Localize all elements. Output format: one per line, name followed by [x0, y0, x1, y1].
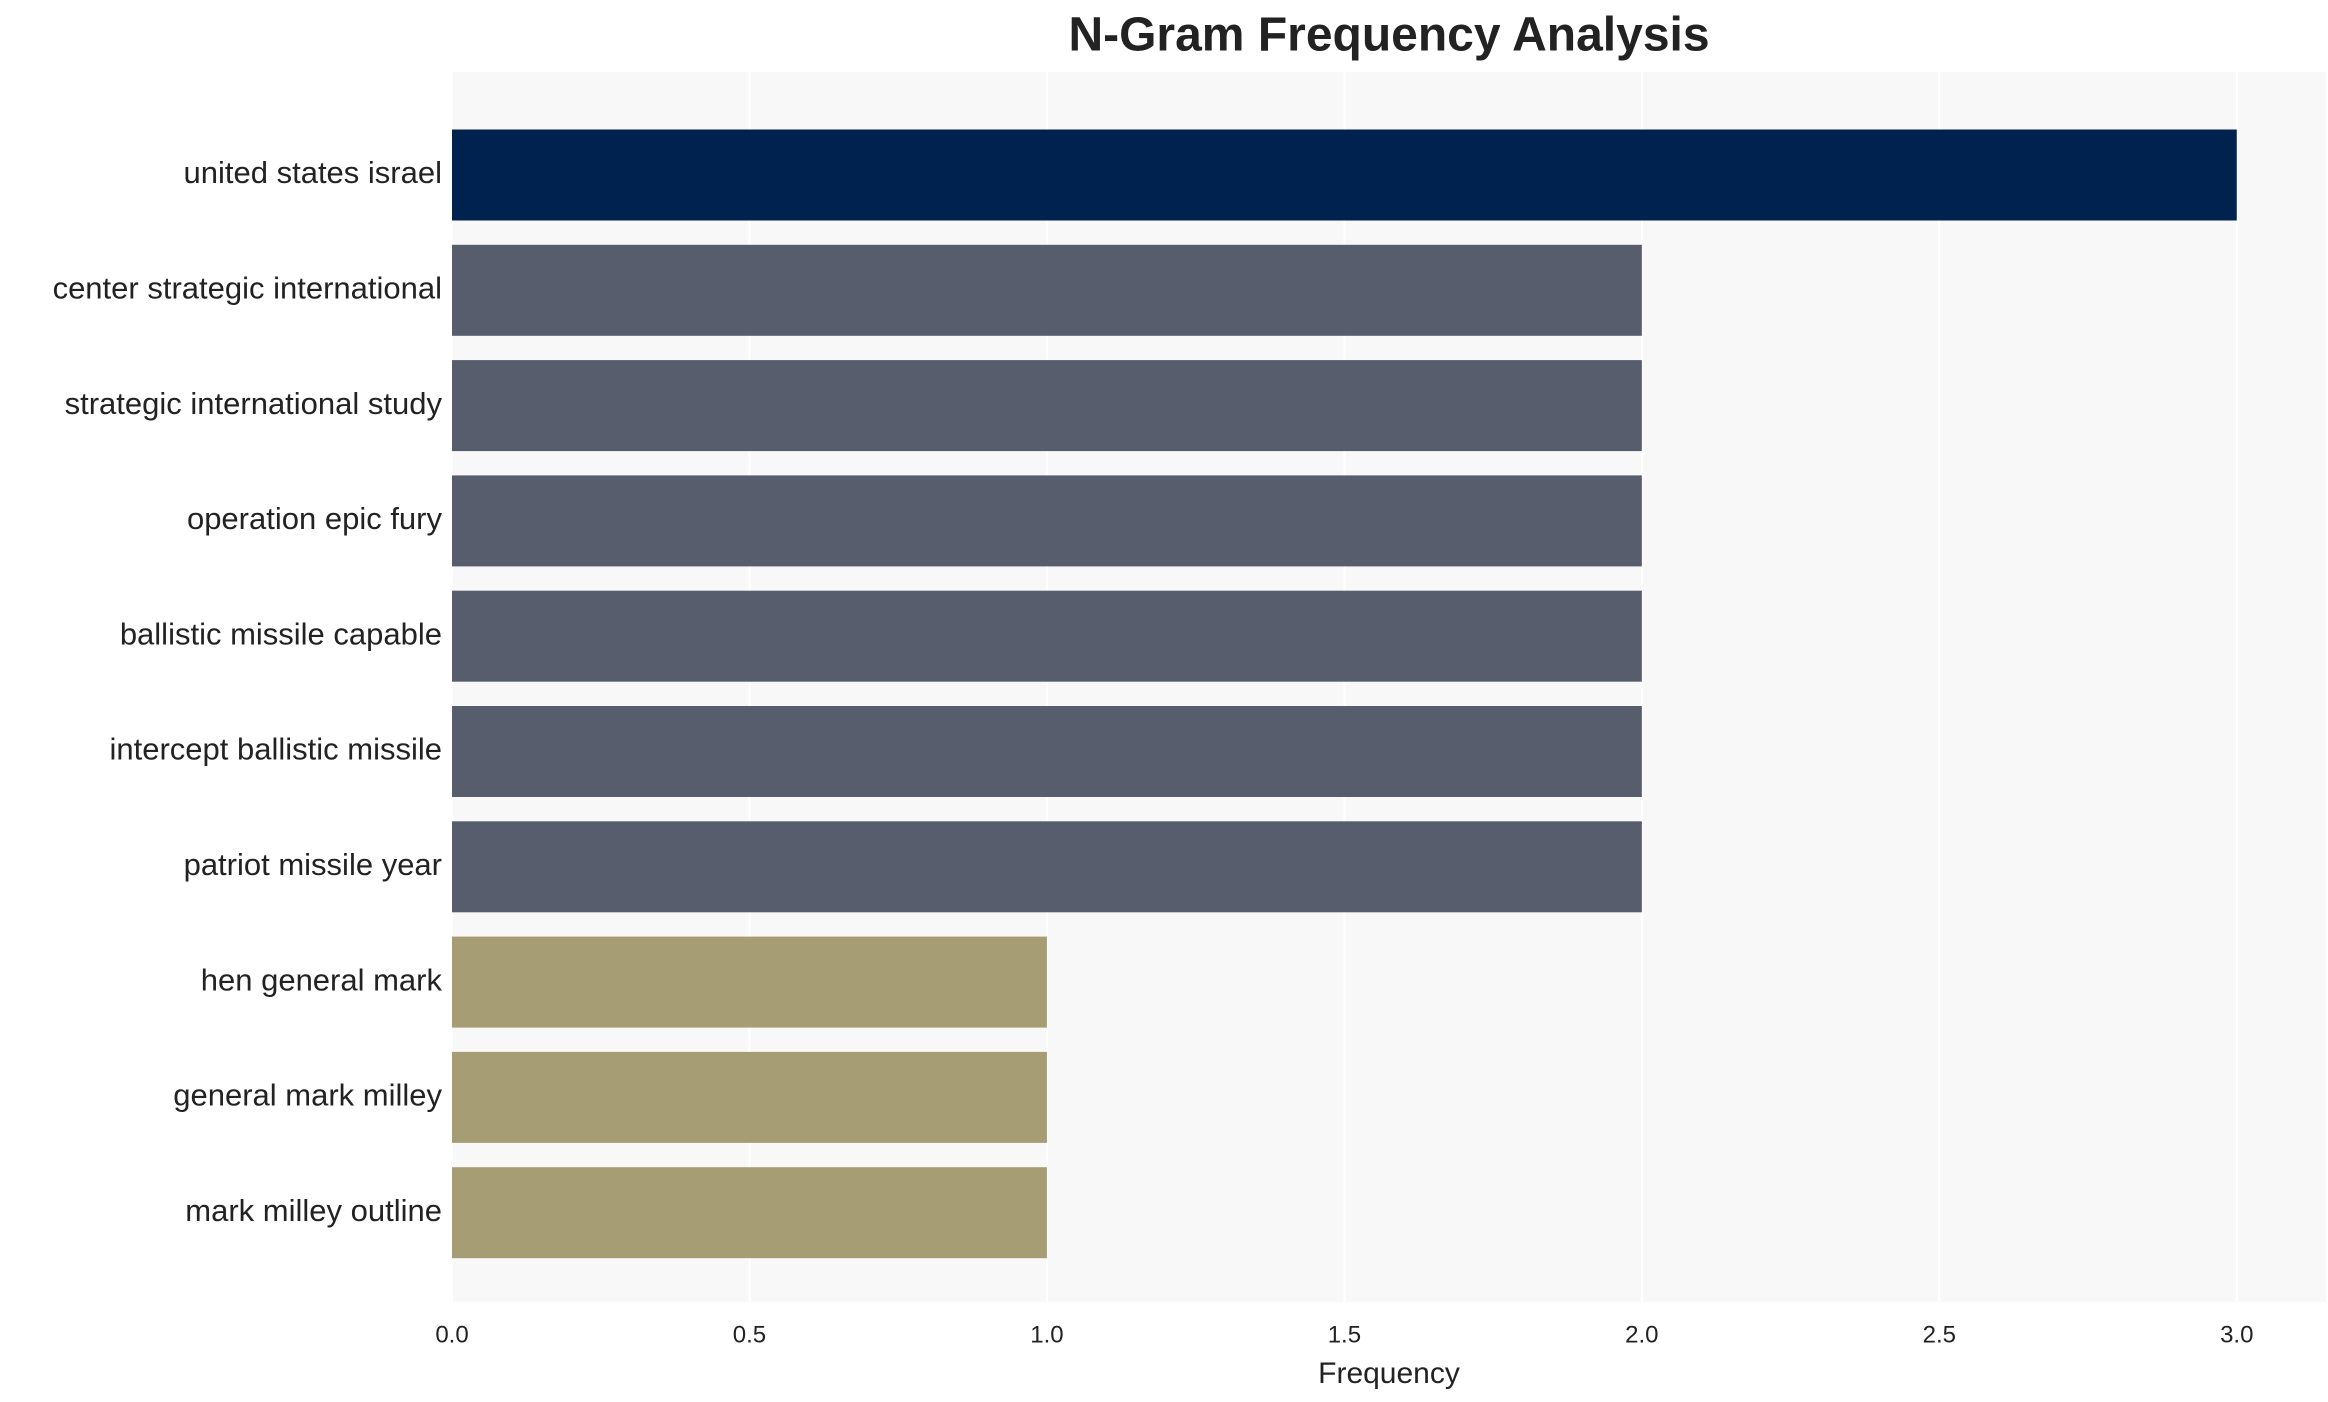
x-tick-label: 3.0 — [2220, 1321, 2253, 1348]
y-tick-label: ballistic missile capable — [120, 616, 442, 651]
y-tick-label: mark milley outline — [185, 1193, 442, 1228]
y-tick-label: hen general mark — [201, 962, 443, 997]
x-tick-label: 2.5 — [1923, 1321, 1956, 1348]
bar — [452, 821, 1642, 913]
x-tick-label: 0.5 — [733, 1321, 766, 1348]
chart-title: N-Gram Frequency Analysis — [1068, 9, 1709, 62]
bar — [452, 1051, 1047, 1143]
bar — [452, 244, 1642, 336]
x-tick-label: 1.5 — [1328, 1321, 1361, 1348]
x-tick-label: 0.0 — [435, 1321, 468, 1348]
bar — [452, 1167, 1047, 1259]
y-tick-label: united states israel — [184, 155, 442, 190]
bar — [452, 590, 1642, 682]
bar — [452, 706, 1642, 797]
bar — [452, 360, 1642, 452]
x-axis-label: Frequency — [1318, 1357, 1460, 1390]
y-tick-label: general mark milley — [173, 1078, 442, 1113]
x-tick-label: 1.0 — [1030, 1321, 1063, 1348]
y-tick-label: operation epic fury — [187, 501, 443, 536]
y-tick-label: center strategic international — [53, 270, 442, 305]
bar — [452, 936, 1047, 1028]
x-tick-label: 2.0 — [1625, 1321, 1658, 1348]
y-tick-label: patriot missile year — [184, 847, 442, 882]
y-tick-label: intercept ballistic missile — [110, 732, 443, 767]
bar — [452, 129, 2237, 221]
bar — [452, 475, 1642, 567]
y-tick-label: strategic international study — [65, 386, 443, 421]
